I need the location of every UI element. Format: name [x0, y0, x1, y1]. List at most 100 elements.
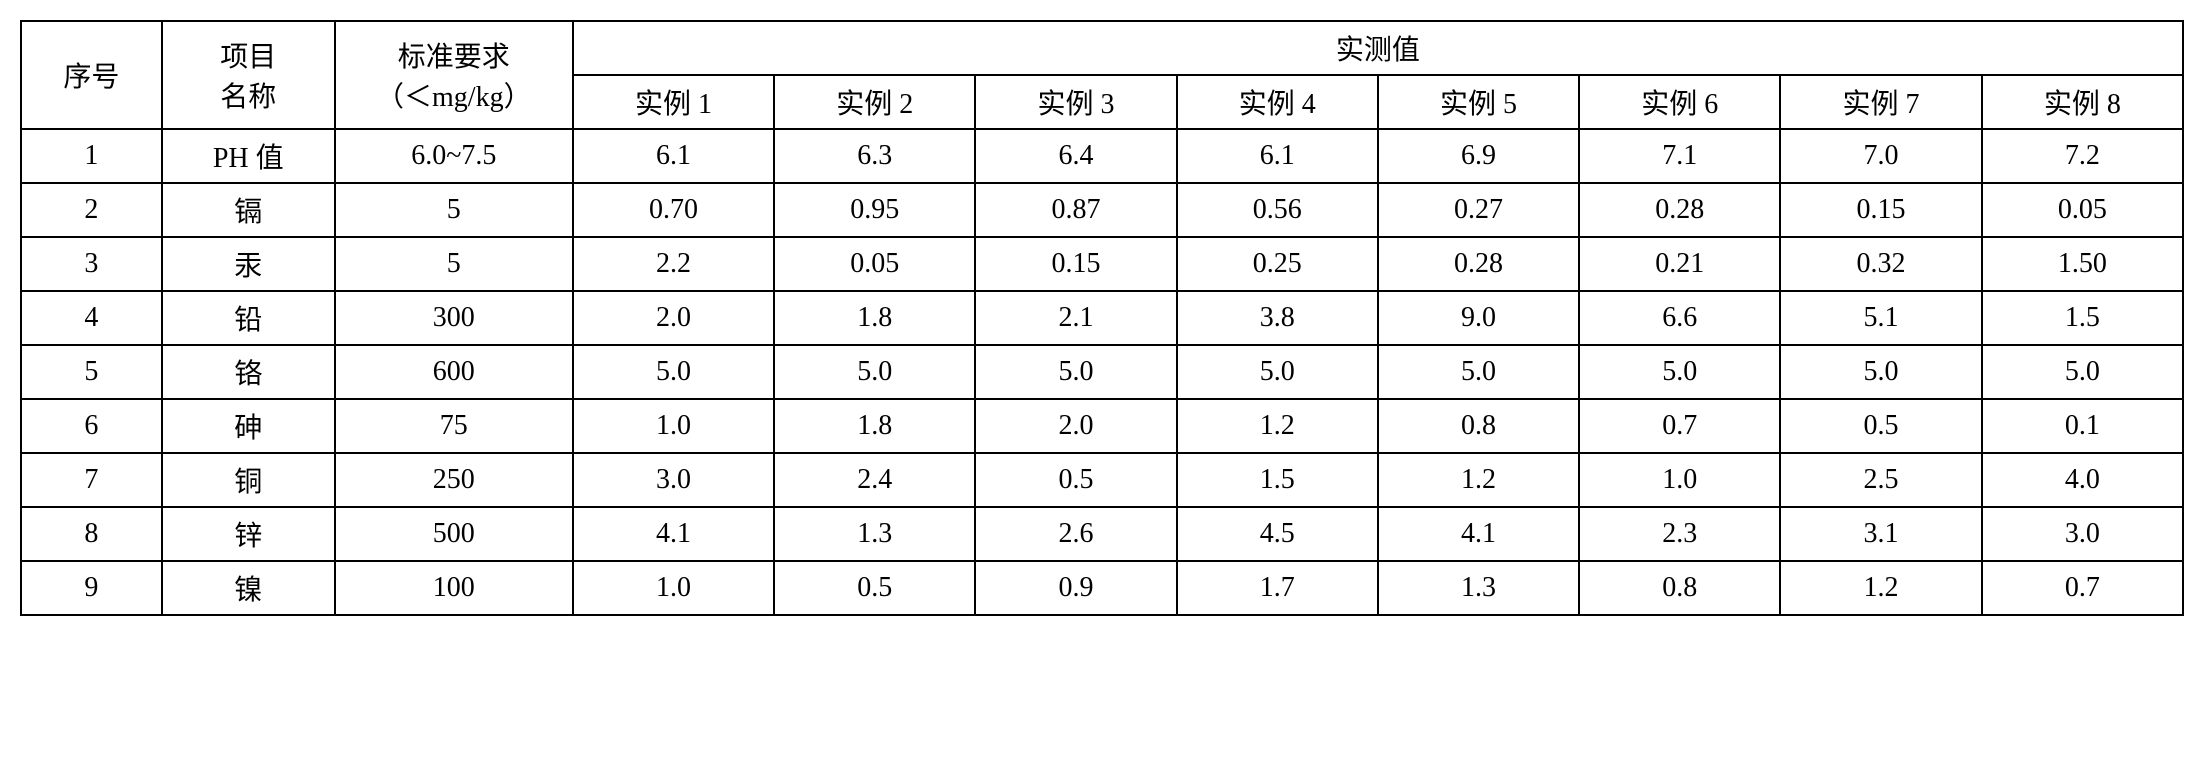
cell-value: 5.0: [1982, 345, 2183, 399]
cell-value: 0.1: [1982, 399, 2183, 453]
cell-seq: 1: [21, 129, 162, 183]
cell-value: 0.15: [975, 237, 1176, 291]
cell-value: 5.0: [1378, 345, 1579, 399]
table-row: 4铅3002.01.82.13.89.06.65.11.5: [21, 291, 2183, 345]
cell-value: 5.0: [1177, 345, 1378, 399]
cell-value: 5.0: [774, 345, 975, 399]
cell-value: 7.2: [1982, 129, 2183, 183]
cell-item: 铜: [162, 453, 335, 507]
cell-value: 1.0: [573, 561, 774, 615]
cell-value: 0.28: [1378, 237, 1579, 291]
cell-value: 1.3: [1378, 561, 1579, 615]
header-ex5: 实例 5: [1378, 75, 1579, 129]
data-table: 序号 项目 名称 标准要求 （＜mg/kg） 实测值 实例 1 实例 2 实例 …: [20, 20, 2184, 616]
cell-value: 5.0: [1579, 345, 1780, 399]
cell-value: 1.2: [1780, 561, 1981, 615]
cell-item: 铅: [162, 291, 335, 345]
cell-seq: 3: [21, 237, 162, 291]
cell-value: 0.70: [573, 183, 774, 237]
cell-value: 5.0: [975, 345, 1176, 399]
cell-item: 镍: [162, 561, 335, 615]
cell-value: 0.5: [774, 561, 975, 615]
cell-value: 6.1: [573, 129, 774, 183]
header-std-line1: 标准要求: [398, 42, 510, 73]
cell-std: 5: [335, 183, 573, 237]
cell-value: 1.50: [1982, 237, 2183, 291]
cell-value: 1.0: [573, 399, 774, 453]
cell-value: 5.1: [1780, 291, 1981, 345]
cell-seq: 6: [21, 399, 162, 453]
cell-seq: 5: [21, 345, 162, 399]
table-row: 3汞52.20.050.150.250.280.210.321.50: [21, 237, 2183, 291]
cell-item: 镉: [162, 183, 335, 237]
cell-value: 0.27: [1378, 183, 1579, 237]
cell-value: 1.5: [1982, 291, 2183, 345]
cell-value: 0.15: [1780, 183, 1981, 237]
header-row-1: 序号 项目 名称 标准要求 （＜mg/kg） 实测值: [21, 21, 2183, 75]
cell-value: 6.4: [975, 129, 1176, 183]
cell-item: 铬: [162, 345, 335, 399]
cell-value: 0.25: [1177, 237, 1378, 291]
header-seq: 序号: [21, 21, 162, 129]
header-item: 项目 名称: [162, 21, 335, 129]
cell-std: 600: [335, 345, 573, 399]
cell-item: 汞: [162, 237, 335, 291]
table-row: 7铜2503.02.40.51.51.21.02.54.0: [21, 453, 2183, 507]
cell-value: 0.56: [1177, 183, 1378, 237]
cell-value: 6.1: [1177, 129, 1378, 183]
cell-value: 2.0: [975, 399, 1176, 453]
table-row: 9镍1001.00.50.91.71.30.81.20.7: [21, 561, 2183, 615]
cell-value: 0.05: [774, 237, 975, 291]
cell-value: 6.9: [1378, 129, 1579, 183]
cell-value: 0.8: [1378, 399, 1579, 453]
header-ex3: 实例 3: [975, 75, 1176, 129]
cell-value: 0.8: [1579, 561, 1780, 615]
header-measured: 实测值: [573, 21, 2183, 75]
cell-value: 4.1: [1378, 507, 1579, 561]
cell-value: 0.9: [975, 561, 1176, 615]
cell-value: 4.5: [1177, 507, 1378, 561]
cell-value: 1.0: [1579, 453, 1780, 507]
header-item-line1: 项目: [220, 42, 276, 73]
cell-value: 3.1: [1780, 507, 1981, 561]
cell-seq: 9: [21, 561, 162, 615]
cell-value: 0.5: [1780, 399, 1981, 453]
cell-item: PH 值: [162, 129, 335, 183]
header-ex6: 实例 6: [1579, 75, 1780, 129]
header-std: 标准要求 （＜mg/kg）: [335, 21, 573, 129]
cell-value: 0.95: [774, 183, 975, 237]
cell-value: 1.2: [1378, 453, 1579, 507]
cell-value: 1.3: [774, 507, 975, 561]
cell-value: 3.0: [1982, 507, 2183, 561]
cell-seq: 4: [21, 291, 162, 345]
cell-value: 0.7: [1982, 561, 2183, 615]
cell-value: 2.0: [573, 291, 774, 345]
cell-value: 0.32: [1780, 237, 1981, 291]
header-std-line2: （＜mg/kg）: [376, 82, 532, 113]
cell-item: 锌: [162, 507, 335, 561]
header-ex8: 实例 8: [1982, 75, 2183, 129]
cell-value: 2.1: [975, 291, 1176, 345]
cell-value: 0.87: [975, 183, 1176, 237]
header-item-line2: 名称: [220, 82, 276, 113]
cell-value: 7.0: [1780, 129, 1981, 183]
cell-value: 1.5: [1177, 453, 1378, 507]
table-header: 序号 项目 名称 标准要求 （＜mg/kg） 实测值 实例 1 实例 2 实例 …: [21, 21, 2183, 129]
header-ex4: 实例 4: [1177, 75, 1378, 129]
cell-value: 3.8: [1177, 291, 1378, 345]
header-ex1: 实例 1: [573, 75, 774, 129]
table-row: 1PH 值6.0~7.56.16.36.46.16.97.17.07.2: [21, 129, 2183, 183]
cell-value: 1.8: [774, 399, 975, 453]
cell-value: 2.4: [774, 453, 975, 507]
cell-std: 6.0~7.5: [335, 129, 573, 183]
cell-value: 7.1: [1579, 129, 1780, 183]
cell-value: 3.0: [573, 453, 774, 507]
header-ex2: 实例 2: [774, 75, 975, 129]
cell-value: 1.8: [774, 291, 975, 345]
cell-seq: 2: [21, 183, 162, 237]
cell-value: 5.0: [573, 345, 774, 399]
cell-value: 5.0: [1780, 345, 1981, 399]
cell-value: 6.3: [774, 129, 975, 183]
cell-value: 6.6: [1579, 291, 1780, 345]
cell-value: 0.28: [1579, 183, 1780, 237]
